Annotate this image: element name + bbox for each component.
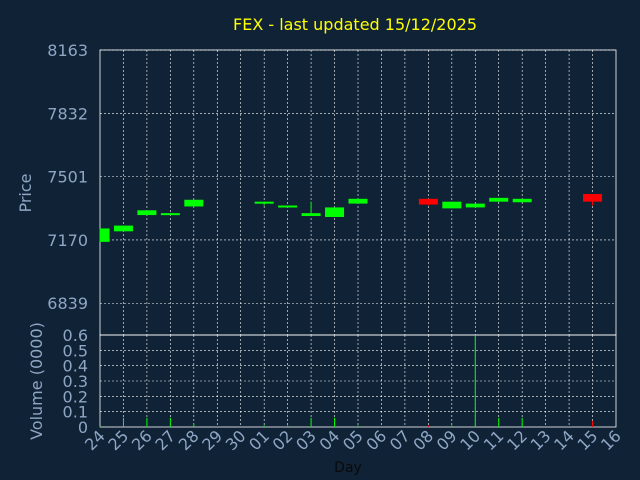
volume-tick-label: 0.2 <box>63 387 88 406</box>
candle-body <box>160 213 180 216</box>
volume-panel: 00.10.20.30.40.50.6 <box>63 326 617 437</box>
chart-title: FEX - last updated 15/12/2025 <box>233 15 477 34</box>
x-axis: 2425262728293001020304050607080910111213… <box>81 426 625 454</box>
candle-body <box>348 198 368 204</box>
candle-body <box>254 201 274 204</box>
candle-body <box>278 205 298 208</box>
candle-body <box>325 207 345 217</box>
volume-tick-label: 0 <box>78 418 88 437</box>
x-axis-label: Day <box>334 460 362 476</box>
volume-tick-label: 0.5 <box>63 341 88 360</box>
price-tick-label: 8163 <box>47 41 88 60</box>
candle-body <box>100 228 110 242</box>
candle-body <box>512 198 532 203</box>
price-tick-label: 7170 <box>47 231 88 250</box>
candle-body <box>184 199 204 207</box>
volume-tick-label: 0.3 <box>63 372 88 391</box>
volume-tick-label: 0.6 <box>63 326 88 345</box>
price-tick-label: 6839 <box>47 294 88 313</box>
price-axis-label: Price <box>16 173 35 212</box>
candle-body <box>418 198 438 205</box>
price-tick-label: 7832 <box>47 104 88 123</box>
candle-body <box>583 194 603 202</box>
candle-body <box>442 201 462 209</box>
volume-tick-label: 0.1 <box>63 403 88 422</box>
candle-body <box>137 210 157 216</box>
volume-axis-label: Volume (0000) <box>27 322 46 440</box>
candle-body <box>489 197 509 202</box>
candle-body <box>465 203 485 208</box>
candle-body <box>113 225 133 232</box>
volume-tick-label: 0.4 <box>63 357 88 376</box>
price-tick-label: 7501 <box>47 168 88 187</box>
candle-body <box>301 213 321 217</box>
